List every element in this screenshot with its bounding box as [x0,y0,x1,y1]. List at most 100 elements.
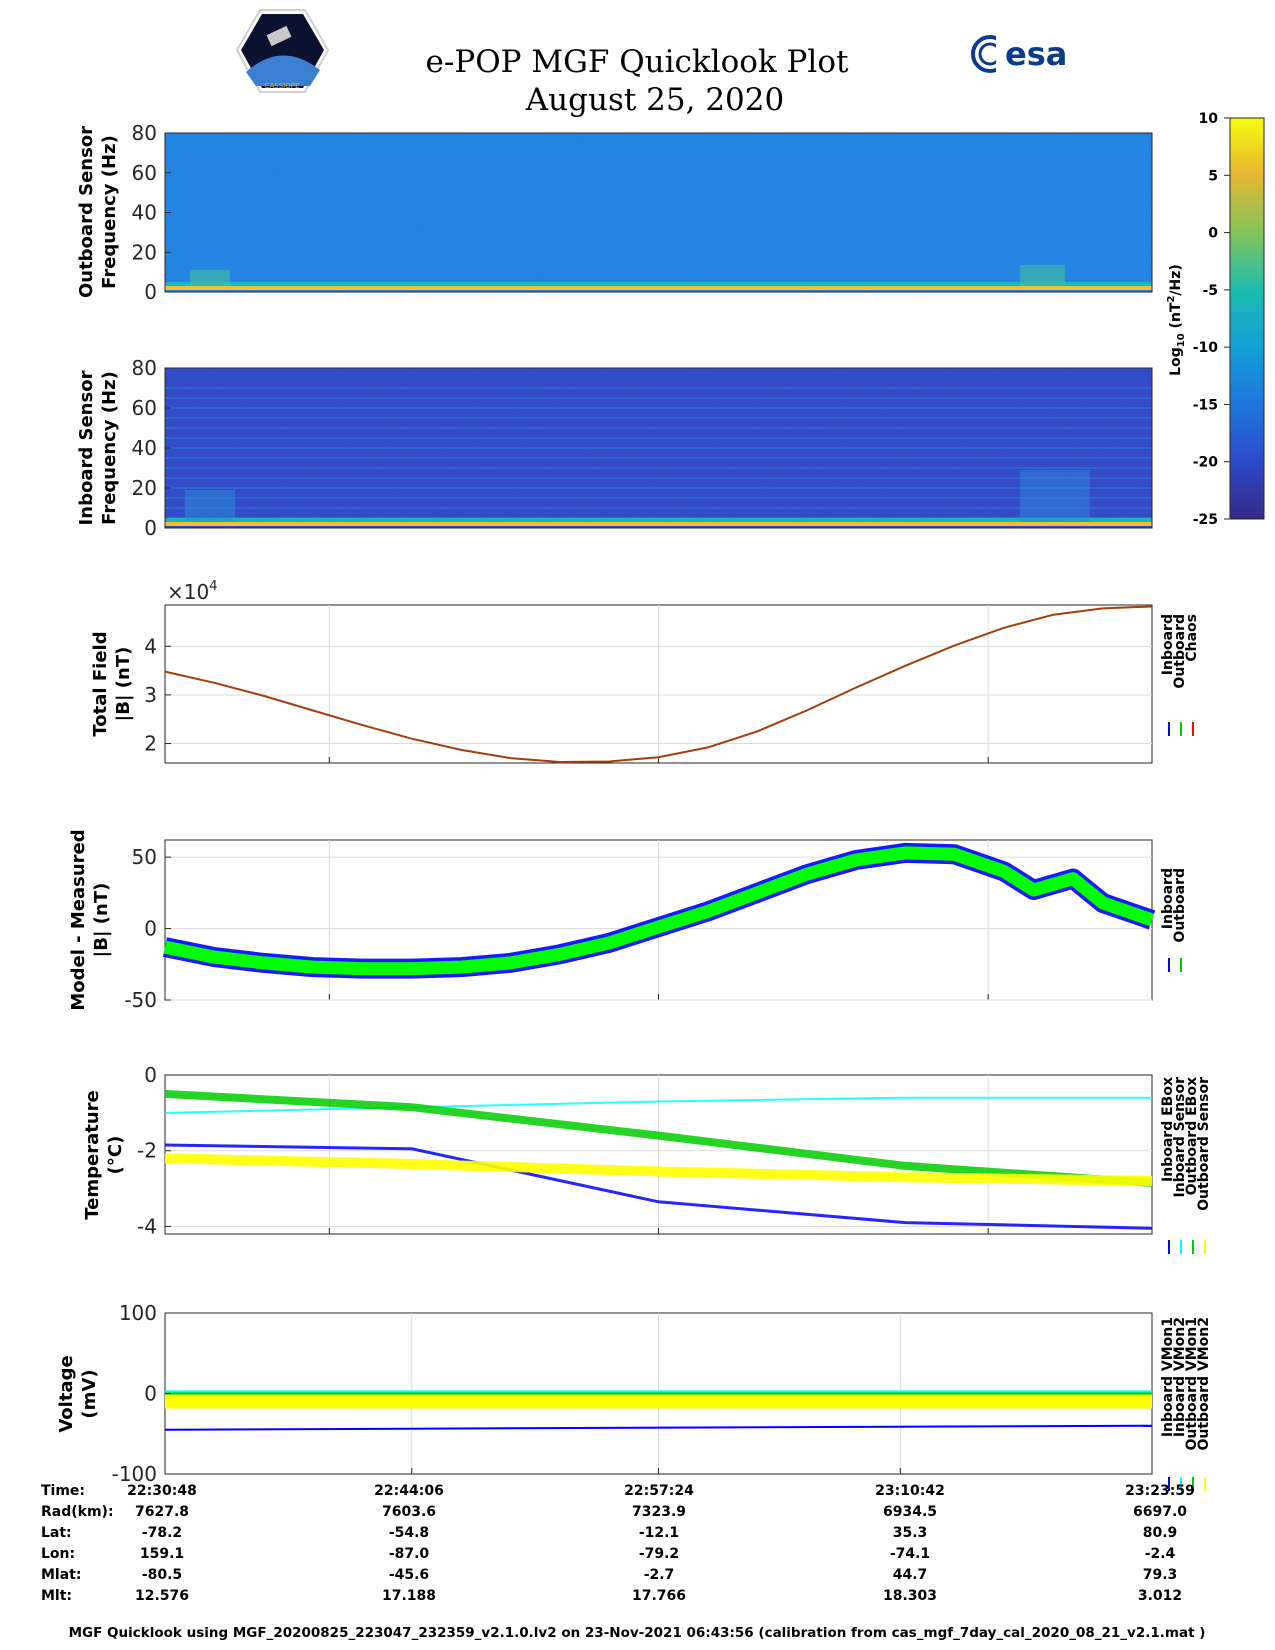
voltage-ylabel-2: (mV) [79,1369,100,1418]
temperature-ytick-label: 0 [144,1063,157,1087]
table-cell: 80.9 [1143,1525,1178,1541]
legend-label: Inboard Sensor [1172,1077,1188,1198]
outboard-ytick-label: 80 [132,121,157,145]
table-cell: 23:23:59 [1125,1483,1195,1499]
temperature-line-1 [164,1096,1152,1114]
table-cell: 7323.9 [632,1504,686,1520]
table-cell: -45.6 [389,1567,429,1583]
temperature-ytick-label: -4 [137,1214,157,1238]
inboard-ytick-label: 40 [132,436,157,460]
total-field-chaos-line [164,605,1153,764]
inboard-low-band [165,522,1152,526]
table-row-label: Mlt: [41,1588,72,1604]
model-measured-ylabel-1: Model - Measured [68,829,89,1010]
table-cell: 18.303 [883,1588,937,1604]
table-cell: -80.5 [142,1567,182,1583]
table-cell: -2.4 [1145,1546,1176,1562]
table-cell: 79.3 [1143,1567,1178,1583]
model-measured-ytick-label: 0 [144,917,157,941]
table-row-label: Rad(km): [41,1504,114,1520]
temperature-panel: 0 -2 -4 Temperature (°C) Inboard EBoxInboa… [82,1063,1212,1254]
total-field-ytick-label: 3 [144,683,157,707]
table-cell: 7603.6 [382,1504,436,1520]
model-measured-ytick-label: -50 [124,988,157,1012]
legend-label: Inboard [1160,614,1176,675]
model-measured-ytick-label: 50 [132,845,157,869]
table-cell: 6697.0 [1133,1504,1187,1520]
colorbar-label: Log10 (nT2/Hz) [1166,264,1187,376]
voltage-panel: 100 0 -100 Voltage (mV) Inboard VMon1Inboa… [56,1301,1212,1491]
table-cell: -78.2 [142,1525,182,1541]
legend-label: Outboard Sensor [1196,1077,1212,1211]
temperature-line-2 [164,1089,1153,1187]
legend-label: Outboard VMon1 [1184,1317,1200,1451]
table-cell: 22:30:48 [127,1483,197,1499]
esa-logo: esa [971,30,1067,78]
total-field-ylabel-1: Total Field [90,631,111,736]
table-cell: -12.1 [639,1525,679,1541]
colorbar: 10 5 0 -5 -10 -15 -20 -25 Log10 (nT2/Hz) [1166,111,1265,528]
esa-logo-text: esa [1005,35,1067,73]
colorbar-tick-label: -10 [1193,340,1219,356]
table-cell: -87.0 [389,1546,430,1562]
inboard-ylabel-2: Frequency (Hz) [99,371,120,525]
legend-label: Inboard EBox [1160,1077,1176,1182]
voltage-line-0 [164,1424,1153,1431]
colorbar-tick-label: 5 [1208,168,1218,184]
table-cell: -54.8 [389,1525,429,1541]
table-cell: 17.766 [632,1588,686,1604]
colorbar-gradient [1229,117,1265,520]
inboard-ylabel-1: Inboard Sensor [76,370,97,525]
total-field-ylabel-2: |B| (nT) [113,647,134,722]
voltage-ylabel-1: Voltage [56,1355,77,1432]
table-row-label: Time: [41,1483,85,1499]
table-cell: 159.1 [140,1546,184,1562]
legend-label: Outboard [1172,868,1188,943]
voltage-ytick-label: -100 [112,1462,157,1486]
outboard-ytick-label: 60 [132,161,157,185]
legend-label: Outboard [1172,614,1188,689]
total-field-panel: 4 3 2 ×104 Total Field |B| (nT) InboardOut… [90,579,1200,764]
colorbar-tick-label: -20 [1193,455,1219,471]
outboard-ytick-label: 20 [132,240,157,264]
temperature-line-0 [164,1143,1153,1230]
table-cell: 44.7 [893,1567,928,1583]
legend-label: Outboard VMon2 [1196,1317,1212,1451]
colorbar-tick-label: 0 [1208,226,1218,242]
footer-caption: MGF Quicklook using MGF_20200825_223047_… [69,1625,1206,1641]
outboard-ylabel-1: Outboard Sensor [76,126,97,298]
cassiope-logo-text: CASSIOPE [265,82,300,90]
model-measured-panel: 50 0 -50 Model - Measured |B| (nT) Inboard… [68,829,1188,1012]
table-cell: 23:10:42 [875,1483,945,1499]
table-cell: 35.3 [893,1525,928,1541]
colorbar-tick-label: -25 [1193,512,1218,528]
legend-label: Inboard [1160,868,1176,929]
legend-label: Inboard VMon1 [1160,1317,1176,1437]
outboard-ytick-label: 0 [144,280,157,304]
colorbar-tick-label: 10 [1199,111,1219,127]
inboard-ytick-label: 20 [132,476,157,500]
table-cell: 22:44:06 [374,1483,444,1499]
outboard-spectrogram-panel: 80 60 40 20 0 Outboard Sensor Frequency (Hz) [76,121,1153,304]
legend-label: Outboard EBox [1184,1077,1200,1195]
cassiope-logo: CASSIOPE [235,9,330,93]
table-row-label: Lat: [41,1525,72,1541]
outboard-ylabel-2: Frequency (Hz) [99,135,120,289]
table-cell: 22:57:24 [624,1483,694,1499]
table-cell: 3.012 [1138,1588,1182,1604]
temperature-line-3 [164,1153,1153,1186]
total-field-ytick-label: 2 [144,732,157,756]
table-cell: 7627.8 [135,1504,189,1520]
table-cell: -79.2 [639,1546,679,1562]
outboard-low-band [165,286,1152,290]
outboard-ytick-label: 40 [132,201,157,225]
table-cell: -74.1 [890,1546,930,1562]
legend-label: Inboard VMon2 [1172,1317,1188,1437]
legend-label: Chaos [1184,614,1200,662]
model-measured-ylabel-2: |B| (nT) [91,883,112,958]
total-field-multiplier: ×104 [167,579,218,604]
temperature-ytick-label: -2 [137,1139,157,1163]
voltage-ytick-label: 0 [144,1382,157,1406]
temperature-ylabel-1: Temperature [82,1090,103,1219]
colorbar-tick-label: -15 [1193,397,1218,413]
